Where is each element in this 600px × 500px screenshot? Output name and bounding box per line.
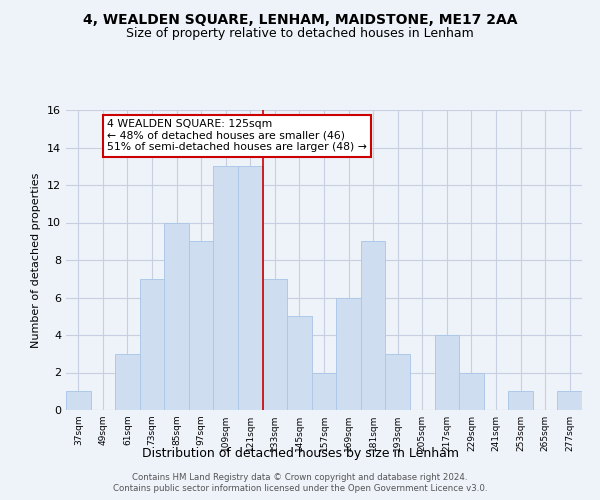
Bar (66, 391, 91, 410)
Bar (361, 242, 385, 410)
Bar (508, 391, 533, 410)
Bar (459, 372, 484, 410)
Bar (214, 166, 238, 410)
Text: 4 WEALDEN SQUARE: 125sqm
← 48% of detached houses are smaller (46)
51% of semi-d: 4 WEALDEN SQUARE: 125sqm ← 48% of detach… (107, 119, 367, 152)
Y-axis label: Number of detached properties: Number of detached properties (31, 172, 41, 348)
Bar (164, 222, 189, 410)
Text: Size of property relative to detached houses in Lenham: Size of property relative to detached ho… (126, 28, 474, 40)
Bar (238, 166, 263, 410)
Bar (115, 354, 140, 410)
Text: Contains public sector information licensed under the Open Government Licence v3: Contains public sector information licen… (113, 484, 487, 493)
Bar (336, 298, 361, 410)
Bar (557, 391, 582, 410)
Bar (140, 279, 164, 410)
Bar (434, 335, 459, 410)
Text: Contains HM Land Registry data © Crown copyright and database right 2024.: Contains HM Land Registry data © Crown c… (132, 472, 468, 482)
Bar (189, 242, 214, 410)
Text: 4, WEALDEN SQUARE, LENHAM, MAIDSTONE, ME17 2AA: 4, WEALDEN SQUARE, LENHAM, MAIDSTONE, ME… (83, 12, 517, 26)
Bar (263, 279, 287, 410)
Bar (312, 372, 336, 410)
Text: Distribution of detached houses by size in Lenham: Distribution of detached houses by size … (142, 448, 458, 460)
Bar (287, 316, 312, 410)
Bar (385, 354, 410, 410)
